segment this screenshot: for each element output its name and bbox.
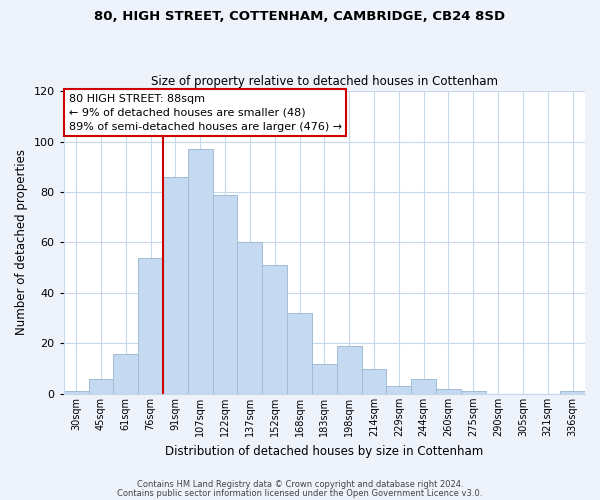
Bar [362,368,386,394]
Title: Size of property relative to detached houses in Cottenham: Size of property relative to detached ho… [151,76,498,88]
Bar [89,378,113,394]
Bar [212,194,238,394]
Bar [312,364,337,394]
Bar [238,242,262,394]
Bar [386,386,411,394]
Bar [436,389,461,394]
Bar [287,313,312,394]
Bar [560,392,585,394]
Bar [262,265,287,394]
Bar [163,177,188,394]
Bar [188,149,212,394]
Bar [337,346,362,394]
Y-axis label: Number of detached properties: Number of detached properties [15,150,28,336]
Text: Contains HM Land Registry data © Crown copyright and database right 2024.: Contains HM Land Registry data © Crown c… [137,480,463,489]
Bar [64,392,89,394]
X-axis label: Distribution of detached houses by size in Cottenham: Distribution of detached houses by size … [165,444,484,458]
Text: 80, HIGH STREET, COTTENHAM, CAMBRIDGE, CB24 8SD: 80, HIGH STREET, COTTENHAM, CAMBRIDGE, C… [94,10,506,23]
Text: 80 HIGH STREET: 88sqm
← 9% of detached houses are smaller (48)
89% of semi-detac: 80 HIGH STREET: 88sqm ← 9% of detached h… [68,94,342,132]
Bar [461,392,486,394]
Bar [138,258,163,394]
Bar [411,378,436,394]
Text: Contains public sector information licensed under the Open Government Licence v3: Contains public sector information licen… [118,489,482,498]
Bar [113,354,138,394]
